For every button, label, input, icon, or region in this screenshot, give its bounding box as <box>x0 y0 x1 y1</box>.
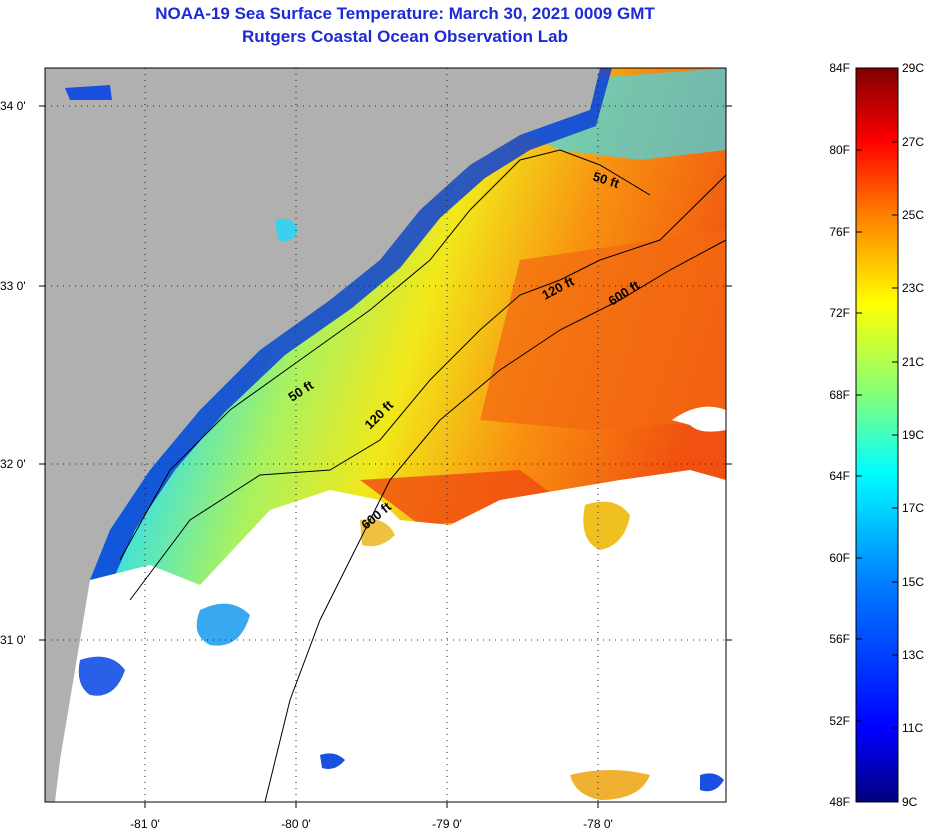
lat-label-34: 34 0' <box>0 99 26 113</box>
lat-lon-grid <box>45 68 726 802</box>
lat-label-32: 32 0' <box>0 457 26 471</box>
lon-label-81: -81 0' <box>130 817 160 831</box>
contour-120ft <box>129 174 726 601</box>
data-blob <box>320 753 345 769</box>
colorbar-c-11: 11C <box>902 721 923 735</box>
contour-600ft <box>264 239 726 802</box>
data-blob <box>700 773 724 792</box>
lon-label-79: -79 0' <box>432 817 462 831</box>
colorbar-ticks <box>856 141 898 729</box>
data-blob <box>570 770 650 800</box>
colorbar-c-15: 15C <box>902 575 924 589</box>
data-blob <box>196 603 250 646</box>
colorbar-f-64: 64F <box>829 469 850 483</box>
colorbar-c-23: 23C <box>902 281 924 295</box>
colorbar-c-27: 27C <box>902 135 924 149</box>
colorbar-f-80: 80F <box>829 143 850 157</box>
data-blob <box>78 656 125 696</box>
colorbar-f-76: 76F <box>829 225 850 239</box>
data-blob <box>65 85 112 100</box>
colorbar-f-56: 56F <box>829 632 850 646</box>
map-subtitle: Rutgers Coastal Ocean Observation Lab <box>242 27 568 46</box>
colorbar-c-9: 9C <box>902 795 918 809</box>
colorbar-f-52: 52F <box>829 714 850 728</box>
contour-50ft <box>119 149 651 561</box>
map-title: NOAA-19 Sea Surface Temperature: March 3… <box>155 4 655 23</box>
map-frame <box>44 67 727 803</box>
map-area: 50 ft 120 ft 600 ft 50 ft 120 ft 600 ft <box>45 68 726 802</box>
lon-label-78: -78 0' <box>583 817 613 831</box>
lat-label-33: 33 0' <box>0 279 26 293</box>
colorbar-c-19: 19C <box>902 428 924 442</box>
lon-label-80: -80 0' <box>281 817 311 831</box>
gulf-stream-warm-patch <box>480 230 726 430</box>
data-blob <box>360 519 395 547</box>
colorbar-c-21: 21C <box>902 355 924 369</box>
colorbar-f-68: 68F <box>829 388 850 402</box>
colorbar-c-29: 29C <box>902 61 924 75</box>
cloud-patch-east <box>672 406 726 432</box>
colorbar-c-17: 17C <box>902 501 924 515</box>
colorbar-gradient <box>855 67 899 803</box>
data-blob <box>275 218 298 242</box>
map-ticks <box>39 105 732 808</box>
colorbar-f-60: 60F <box>829 551 850 565</box>
data-blob <box>583 501 630 550</box>
colorbar-c-25: 25C <box>902 208 924 222</box>
cloud-cover <box>55 470 726 802</box>
colorbar-c-13: 13C <box>902 648 924 662</box>
land-mass <box>45 68 600 802</box>
colorbar-f-84: 84F <box>829 61 850 75</box>
colorbar: 84F 80F 76F 72F 68F 64F 60F 56F 52F 48F … <box>829 61 924 809</box>
colorbar-f-48: 48F <box>829 795 850 809</box>
colorbar-f-72: 72F <box>829 306 850 320</box>
lat-label-31: 31 0' <box>0 633 26 647</box>
